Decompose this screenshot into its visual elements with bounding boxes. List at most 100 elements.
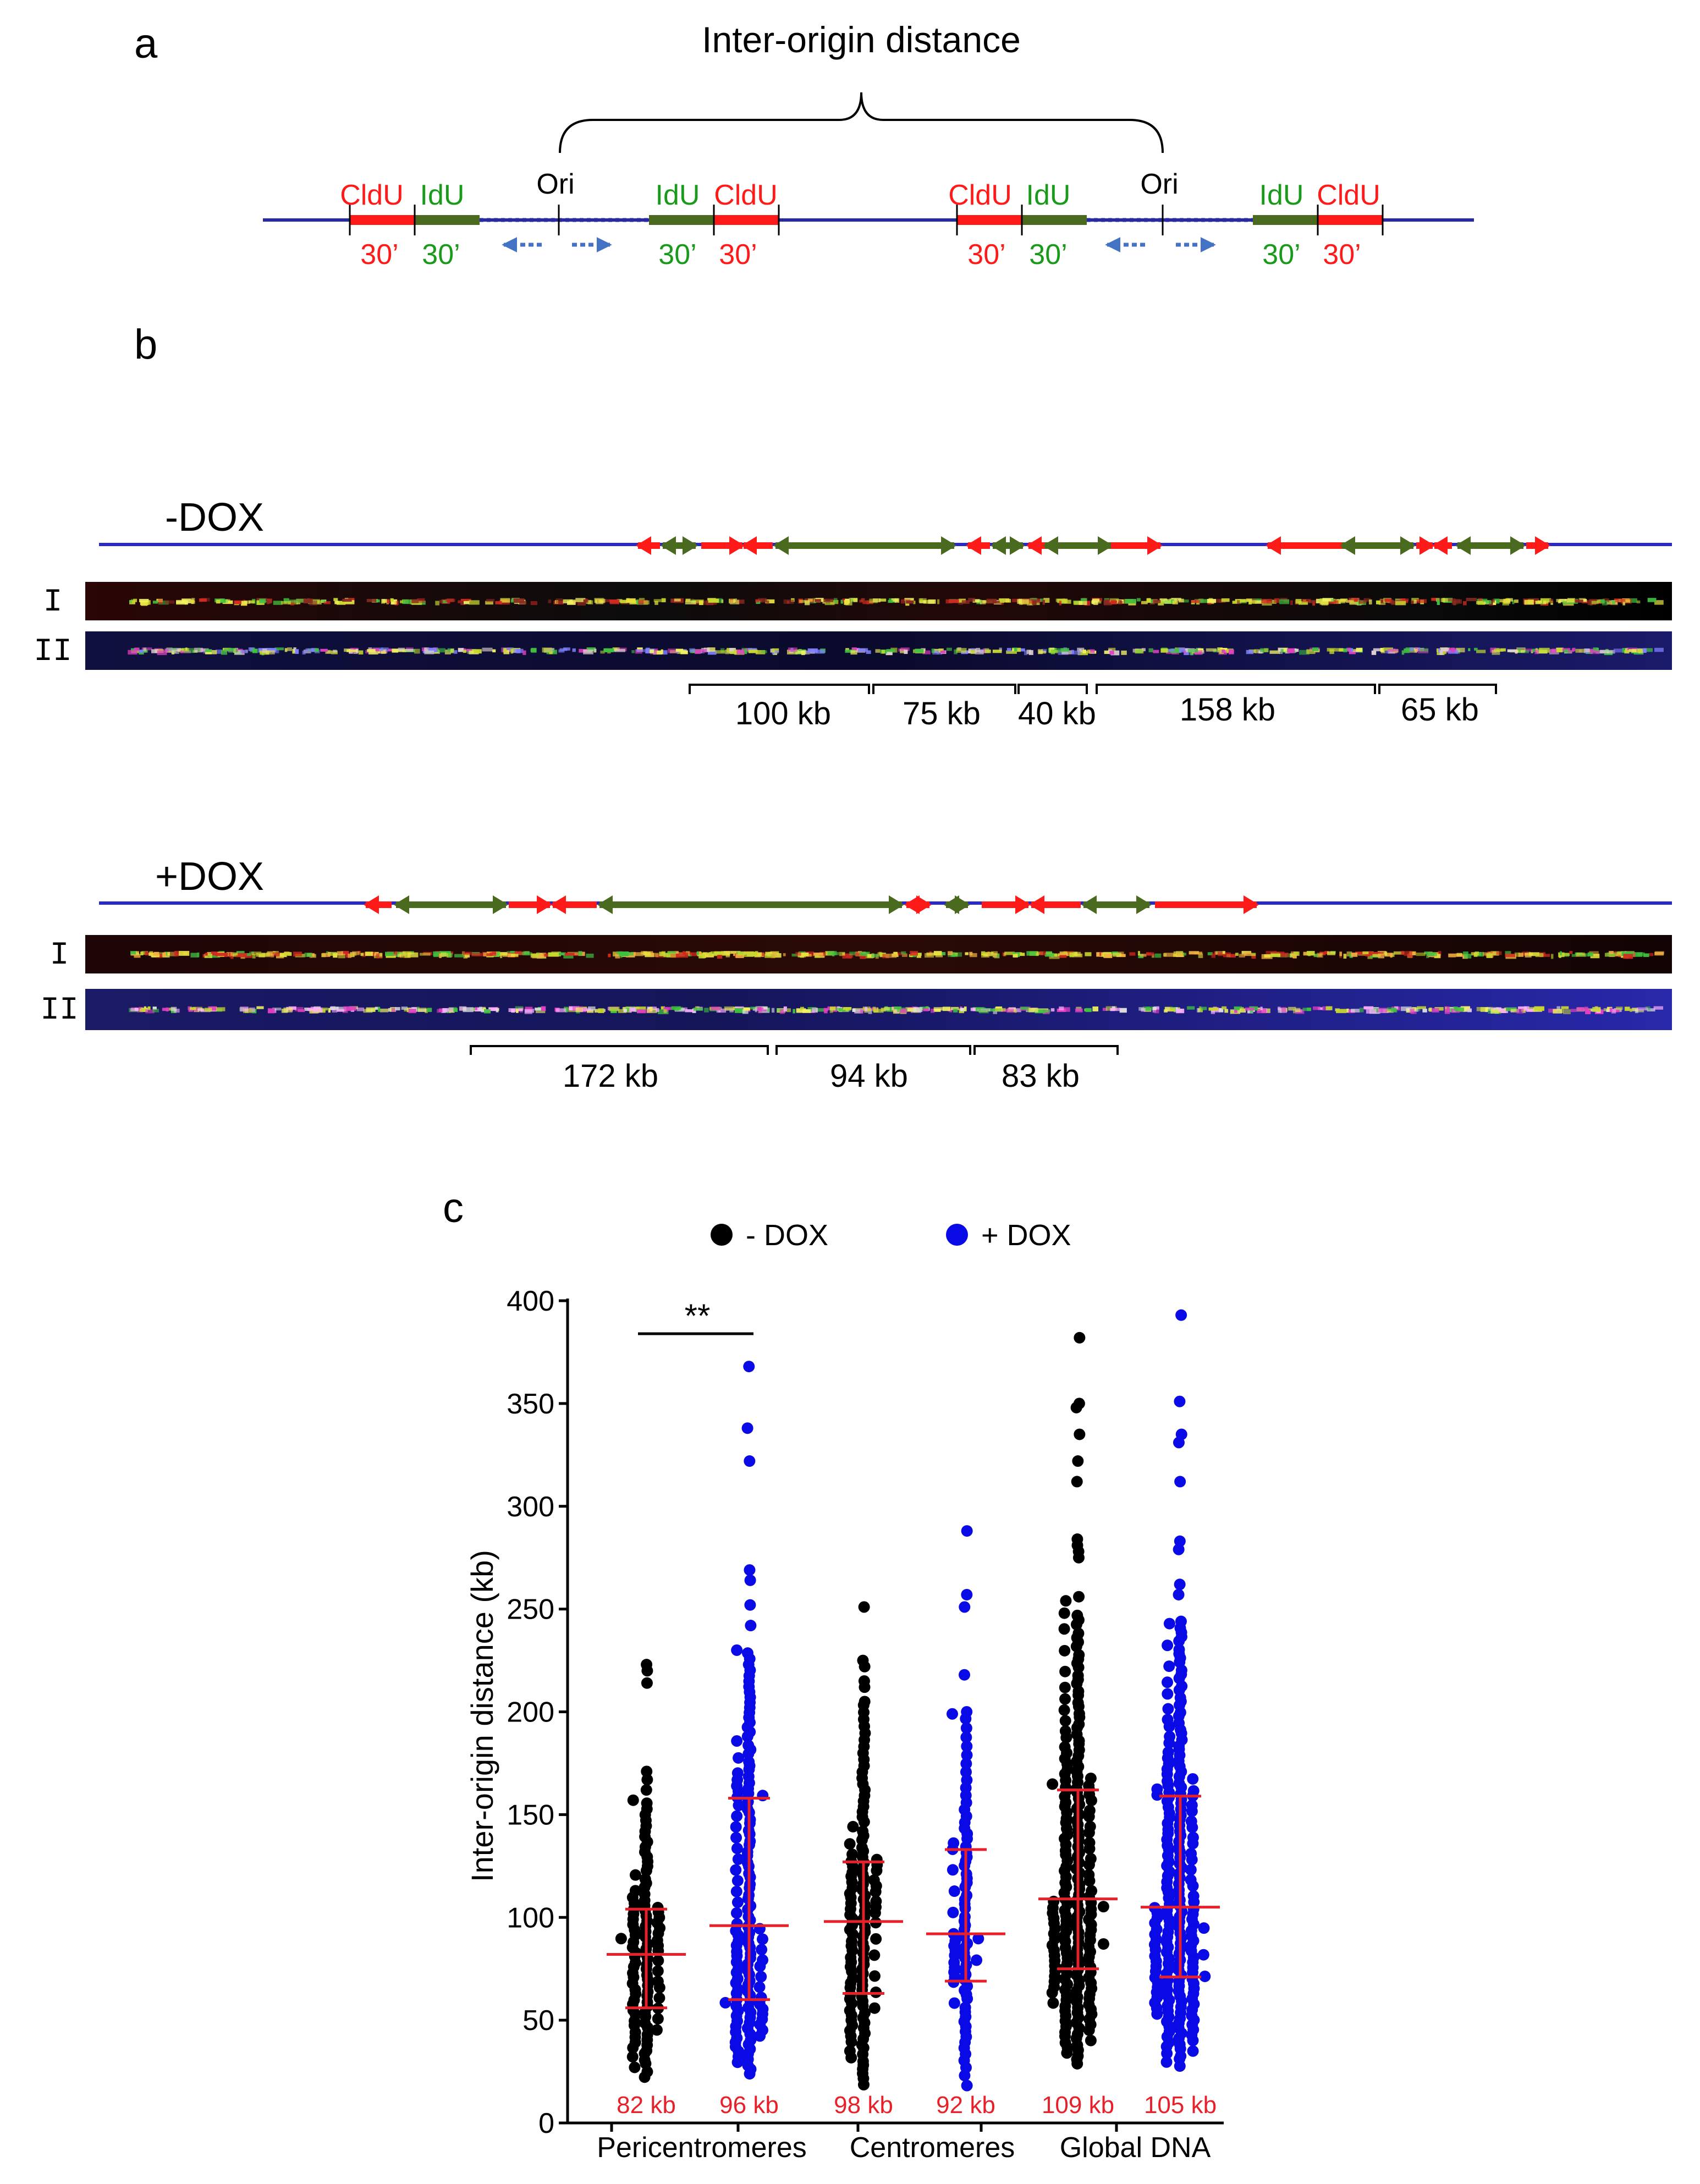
strip-signal-speck (758, 1007, 767, 1011)
strip-signal-speck (279, 953, 287, 958)
strip-signal-speck (698, 600, 703, 606)
strip-signal-speck (1118, 599, 1122, 604)
data-point (744, 1455, 756, 1467)
strip-signal-speck (1246, 598, 1252, 602)
strip-signal-speck (1539, 647, 1550, 653)
data-point (1173, 1437, 1185, 1449)
strip-signal-speck (284, 953, 292, 956)
strip-signal-speck (358, 650, 364, 654)
strip-signal-speck (458, 600, 462, 603)
strip-signal-speck (730, 650, 738, 654)
fork-head (661, 536, 676, 555)
data-point (959, 2001, 971, 2014)
strip-signal-speck (1113, 953, 1122, 957)
strip-signal-speck (283, 598, 289, 603)
strip-signal-speck (970, 1008, 976, 1011)
strip-signal-speck (475, 1007, 483, 1012)
strip-signal-speck (1219, 649, 1224, 654)
data-point (961, 2080, 973, 2092)
strip-signal-speck (788, 647, 797, 652)
strip-signal-speck (140, 951, 144, 955)
strip-signal-speck (390, 598, 394, 602)
strip-signal-speck (1562, 953, 1570, 956)
strip-signal-speck (845, 649, 855, 653)
strip-signal-speck (1560, 951, 1563, 955)
data-point (859, 1681, 871, 1693)
strip-signal-speck (524, 1009, 532, 1014)
strip-signal-speck (1055, 598, 1066, 602)
strip-signal-speck (184, 648, 195, 653)
fork-head (955, 895, 970, 914)
strip-signal-speck (346, 649, 357, 652)
strip-signal-speck (849, 598, 858, 601)
data-point (731, 1875, 744, 1887)
strip-signal-speck (190, 953, 199, 958)
data-point (1083, 1805, 1096, 1817)
strip-signal-speck (470, 1007, 480, 1011)
strip-signal-speck (707, 647, 716, 652)
strip-signal-speck (1336, 1009, 1346, 1014)
median-label: 82 kb (617, 2092, 676, 2119)
time-label: 30’ (1029, 239, 1067, 271)
data-point (1072, 1455, 1084, 1467)
strip-signal-speck (572, 648, 576, 652)
strip-signal-speck (948, 954, 958, 958)
distance-bracket (470, 1045, 769, 1055)
strip-signal-speck (1556, 598, 1567, 602)
strip-signal-speck (716, 598, 723, 603)
strip-signal-speck (1004, 951, 1015, 955)
strip-signal-speck (1165, 648, 1175, 652)
fork-head (1015, 895, 1031, 914)
strip-signal-speck (735, 954, 744, 959)
strip-signal-speck (1146, 1006, 1155, 1011)
strip-signal-speck (1218, 1008, 1224, 1013)
data-point (1160, 2056, 1173, 2068)
data-point (744, 1599, 756, 1611)
strip-signal-speck (1385, 650, 1389, 653)
strip-signal-speck (755, 650, 766, 654)
strip-signal-speck (685, 598, 691, 602)
strip-signal-speck (900, 649, 905, 653)
fork-head (551, 895, 566, 914)
data-point (1074, 1428, 1086, 1440)
data-point (1173, 1643, 1185, 1655)
strip-signal-speck (1250, 1008, 1253, 1013)
strip-signal-speck (1187, 1006, 1195, 1010)
strip-signal-speck (489, 952, 497, 956)
strip-signal-speck (1373, 648, 1384, 652)
strip-signal-speck (1459, 599, 1462, 604)
distance-label: 100 kb (735, 696, 831, 731)
strip-signal-speck (345, 600, 355, 604)
strip-signal-speck (1587, 952, 1593, 956)
strip-signal-speck (844, 600, 849, 605)
strip-signal-speck (204, 954, 212, 958)
strip-signal-speck (813, 953, 823, 956)
strip-signal-speck (381, 650, 386, 654)
strip-signal-speck (1354, 598, 1358, 602)
strip-signal-speck (1366, 1009, 1377, 1014)
data-point (1085, 2034, 1097, 2047)
strip-signal-speck (1593, 647, 1598, 652)
strip-signal-speck (1191, 600, 1201, 603)
strip-signal-speck (695, 650, 701, 654)
strip-signal-speck (1615, 953, 1623, 957)
strip-signal-speck (800, 1006, 804, 1010)
strip-signal-speck (400, 600, 406, 603)
strip-signal-speck (1036, 953, 1039, 956)
strip-signal-speck (1176, 952, 1183, 956)
strip-signal-speck (609, 599, 620, 604)
strip-signal-speck (757, 598, 767, 603)
strip-signal-speck (577, 601, 586, 606)
strip-signal-speck (267, 1008, 275, 1014)
strip-signal-speck (626, 598, 636, 603)
strip-signal-speck (311, 648, 317, 652)
strip-signal-speck (743, 1007, 750, 1011)
strip-signal-speck (1110, 650, 1120, 656)
strip-signal-speck (1505, 954, 1515, 958)
strip-signal-speck (1401, 951, 1404, 955)
data-point (730, 1864, 742, 1876)
legend-label-plus-dox: + DOX (981, 1219, 1071, 1252)
strip-signal-speck (1090, 649, 1095, 653)
strip-signal-speck (662, 650, 668, 655)
data-point (743, 1361, 755, 1373)
